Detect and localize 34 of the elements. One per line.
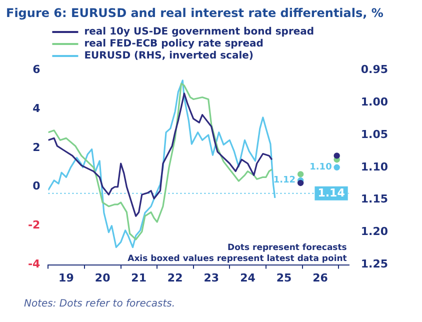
y-tick-label: -2	[28, 218, 40, 232]
x-tick-label: 21	[131, 271, 146, 284]
y-tick-label: -4	[28, 258, 41, 271]
y2-tick-label: 1.00	[360, 95, 388, 108]
x-tick-label: 22	[167, 271, 183, 284]
y-tick-label: 2	[32, 140, 40, 154]
annotation: Dots represent forecasts	[228, 242, 347, 253]
x-tick-label: 23	[204, 271, 220, 284]
x-tick-label: 26	[312, 271, 328, 284]
x-tick-label: 24	[240, 271, 256, 284]
legend-label: real FED-ECB policy rate spread	[84, 38, 264, 50]
y2-tick-label: 0.95	[360, 62, 388, 76]
y2-tick-label: 1.15	[360, 192, 388, 206]
y-tick-label: 4	[32, 102, 41, 115]
point	[297, 180, 304, 186]
point	[334, 152, 340, 159]
annotation: Axis boxed values represent latest data point	[128, 254, 347, 264]
y2-tick-label: 1.10	[360, 160, 388, 174]
y2-tick-label: 1.20	[360, 225, 388, 238]
ref-line-label: 1.14	[318, 186, 346, 200]
point	[297, 171, 304, 178]
data-label: 1.12	[273, 176, 296, 186]
y2-tick-label: 1.05	[360, 128, 388, 141]
chart-title: Figure 6: EURUSD and real interest rate differentials, %	[6, 6, 384, 20]
x-tick-label: 19	[58, 271, 74, 284]
x-tick-label: 20	[94, 271, 111, 284]
y2-tick-label: 1.25	[360, 258, 388, 271]
data-label: 1.10	[310, 162, 332, 173]
text: Notes: Dots refer to forecasts.	[24, 298, 176, 310]
y-tick-label: 0	[32, 180, 41, 193]
x-tick-label: 25	[276, 271, 292, 284]
legend-label: EURUSD (RHS, inverted scale)	[84, 50, 254, 62]
y-tick-label: 6	[32, 62, 41, 76]
legend-label: real 10y US-DE government bond spread	[84, 26, 314, 38]
